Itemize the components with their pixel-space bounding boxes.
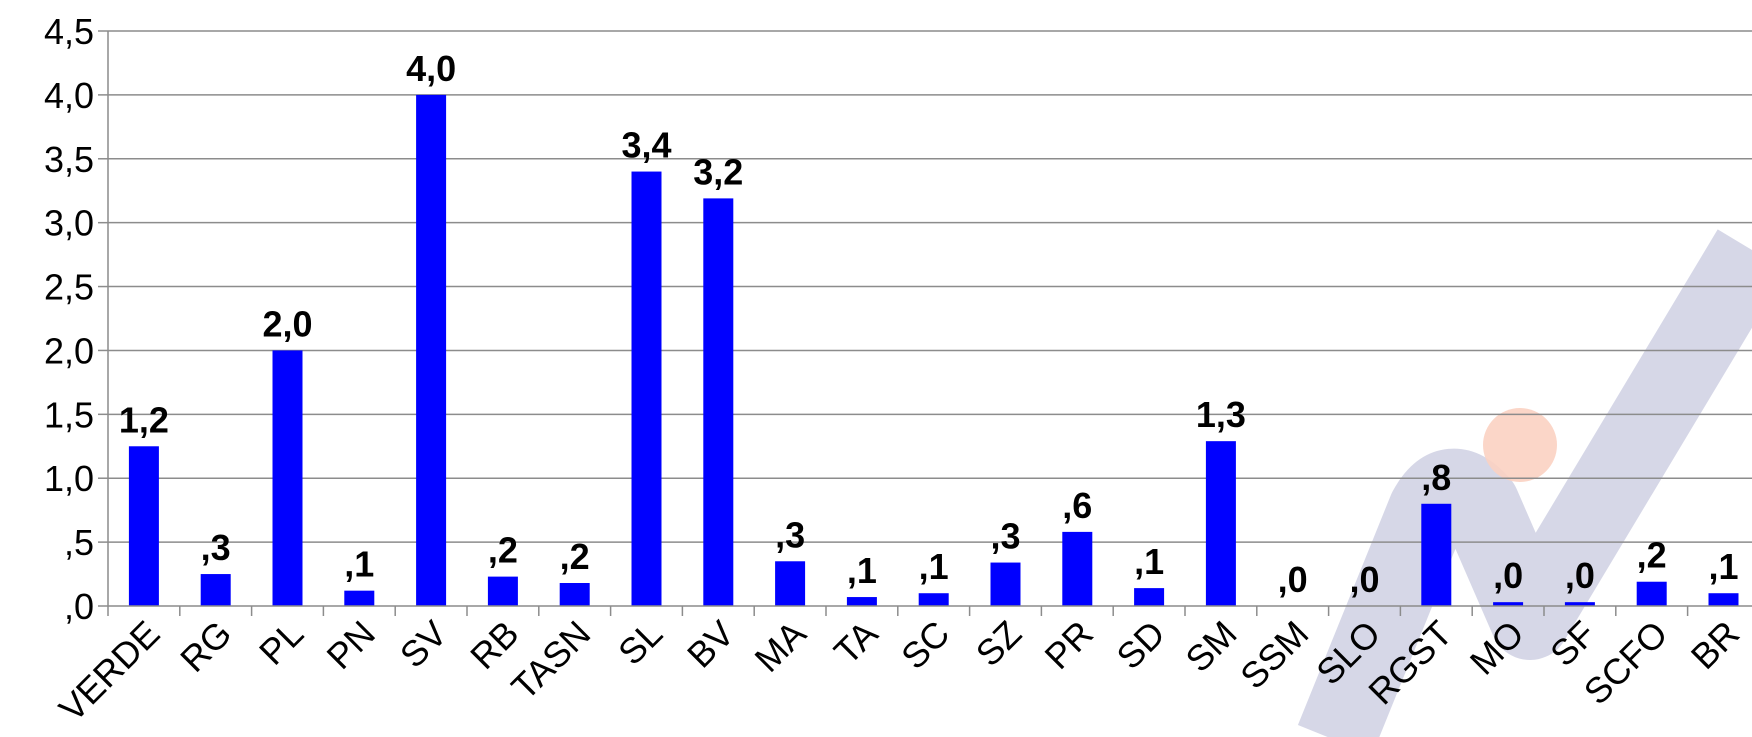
data-label-pn: ,1	[344, 544, 374, 585]
data-label-sd: ,1	[1134, 541, 1164, 582]
bar-rgst	[1421, 503, 1452, 606]
category-label-sl: SL	[610, 613, 670, 673]
bar-sv	[416, 94, 447, 606]
category-label-ma: MA	[747, 613, 814, 680]
bar-verde	[128, 446, 159, 606]
category-label-br: BR	[1683, 613, 1747, 677]
data-label-bv: 3,2	[693, 151, 743, 192]
data-label-rb: ,2	[488, 530, 518, 571]
bar-tasn	[559, 583, 590, 606]
y-tick-label: 2,5	[44, 267, 94, 308]
category-label-pr: PR	[1037, 613, 1101, 677]
data-label-ma: ,3	[775, 514, 805, 555]
category-label-ssm: SSM	[1232, 613, 1316, 697]
data-label-sm: 1,3	[1196, 394, 1246, 435]
category-label-sc: SC	[893, 613, 957, 677]
y-tick-label: 1,0	[44, 458, 94, 499]
data-label-rg: ,3	[201, 527, 231, 568]
bar-sm	[1205, 441, 1236, 606]
bar-rb	[487, 576, 518, 606]
category-label-pl: PL	[251, 613, 311, 673]
data-label-rgst: ,8	[1421, 457, 1451, 498]
category-label-rg: RG	[172, 613, 239, 680]
bar-bv	[703, 198, 734, 606]
bar-ma	[775, 561, 806, 606]
data-label-tasn: ,2	[560, 536, 590, 577]
axes	[98, 30, 1752, 616]
data-label-sf: ,0	[1565, 555, 1595, 596]
data-label-ssm: ,0	[1278, 559, 1308, 600]
gridlines	[108, 30, 1752, 543]
data-label-pl: 2,0	[262, 303, 312, 344]
bar-mo	[1493, 602, 1524, 606]
category-label-scfo: SCFO	[1576, 613, 1676, 713]
data-label-br: ,1	[1708, 546, 1738, 587]
bar-rg	[200, 574, 231, 606]
y-tick-labels: ,0 ,5 1,0 1,5 2,0 2,5 3,0 3,5 4,0 4,5	[44, 11, 94, 627]
y-tick-label: 3,0	[44, 203, 94, 244]
bars	[128, 94, 1739, 607]
data-label-ta: ,1	[847, 550, 877, 591]
y-tick-label: ,5	[64, 522, 94, 563]
bar-ta	[846, 597, 877, 606]
bar-pn	[344, 590, 375, 606]
bar-br	[1708, 593, 1739, 606]
bar-pl	[272, 350, 303, 606]
data-labels: 1,2 ,3 2,0 ,1 4,0 ,2 ,2 3,4 3,2 ,3 ,1 ,1 ,3 ,6 ,1 1,3 ,0…	[119, 48, 1739, 600]
y-tick-label: 3,5	[44, 139, 94, 180]
bar-sz	[990, 562, 1021, 606]
data-label-sv: 4,0	[406, 48, 456, 89]
category-label-verde: VERDE	[51, 613, 168, 730]
data-label-sz: ,3	[990, 516, 1020, 557]
y-tick-label: 1,5	[44, 394, 94, 435]
bar-sl	[631, 171, 662, 607]
data-label-sl: 3,4	[621, 125, 671, 166]
category-label-tasn: TASN	[503, 613, 598, 708]
bar-sf	[1564, 602, 1595, 606]
data-label-slo: ,0	[1349, 559, 1379, 600]
bar-sc	[918, 593, 949, 606]
data-label-verde: 1,2	[119, 399, 169, 440]
y-tick-label: 2,0	[44, 330, 94, 371]
data-label-pr: ,6	[1062, 485, 1092, 526]
bar-pr	[1062, 531, 1093, 606]
category-label-sd: SD	[1108, 613, 1172, 677]
bar-sd	[1134, 588, 1165, 606]
bar-scfo	[1636, 581, 1667, 606]
category-label-ta: TA	[826, 613, 886, 673]
y-tick-label: 4,5	[44, 11, 94, 52]
data-label-sc: ,1	[919, 546, 949, 587]
y-tick-label: ,0	[64, 586, 94, 627]
watermark-dot	[1483, 408, 1557, 482]
category-label-pn: PN	[319, 613, 383, 677]
data-label-scfo: ,2	[1637, 535, 1667, 576]
category-label-sv: SV	[392, 613, 455, 676]
category-label-bv: BV	[679, 613, 742, 676]
data-label-mo: ,0	[1493, 555, 1523, 596]
category-label-sz: SZ	[968, 613, 1030, 675]
y-tick-label: 4,0	[44, 75, 94, 116]
